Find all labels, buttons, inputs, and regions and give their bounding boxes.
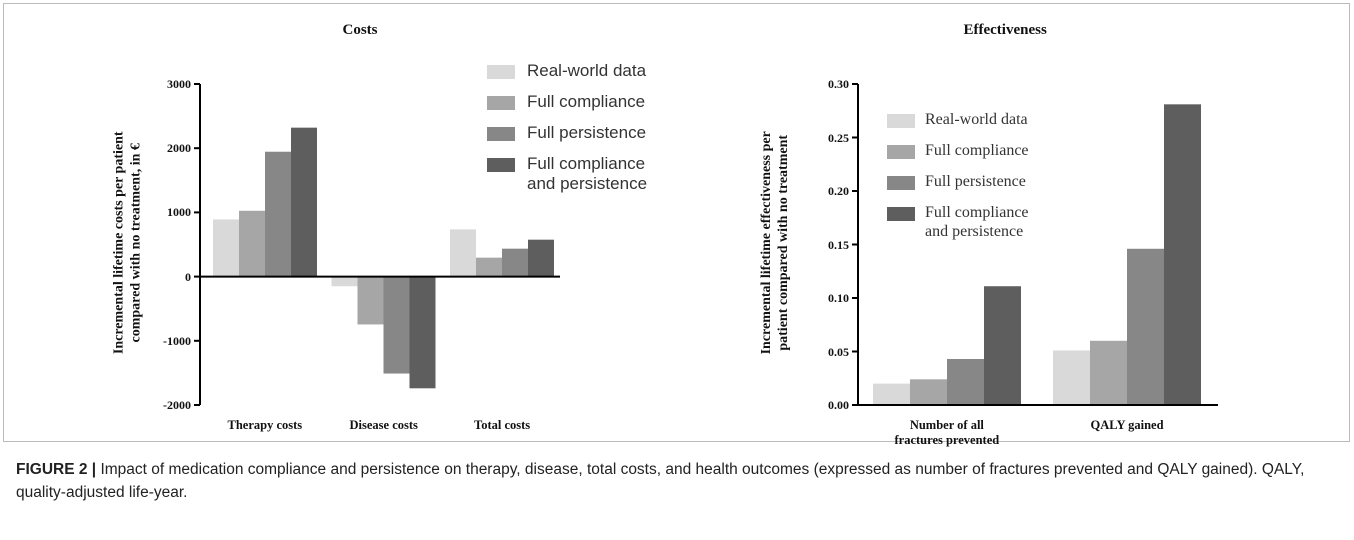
legend-label: Full persistence [925, 173, 1026, 190]
chart-title: Effectiveness [963, 22, 1047, 38]
caption-label: FIGURE 2 | [16, 461, 97, 478]
legend-swatch [487, 65, 515, 79]
y-tick-label: 1000 [167, 205, 191, 220]
chart-title: Costs [342, 22, 378, 38]
legend-label: Real-world data [925, 111, 1028, 128]
bar [1127, 248, 1164, 405]
bar [291, 127, 317, 277]
y-axis-title: Incremental lifetime effectiveness per p… [758, 131, 791, 355]
bar [910, 379, 947, 405]
y-tick-label: 0.30 [828, 77, 849, 91]
y-tick-label: 2000 [167, 141, 191, 156]
y-tick-label: 3000 [167, 77, 191, 91]
caption: FIGURE 2 | Impact of medication complian… [16, 458, 1336, 505]
bar [947, 358, 984, 405]
bar [409, 276, 436, 389]
y-tick-label: 0.05 [828, 344, 849, 359]
bar [873, 383, 910, 405]
y-tick-label: 0 [185, 269, 191, 284]
legend-label: Full compliance and persistence [925, 204, 1029, 241]
x-tick-label: Therapy costs [227, 418, 303, 432]
x-tick-label: Number of all fractures prevented [894, 418, 1000, 447]
legend-swatch [487, 158, 515, 172]
legend-swatch [887, 176, 915, 190]
y-tick-label: 0.10 [828, 291, 849, 305]
bar [528, 239, 554, 277]
legend-swatch [887, 145, 915, 159]
legend-label: Full persistence [527, 123, 647, 142]
x-tick-label: QALY gained [1090, 418, 1164, 432]
y-tick-label: 0.15 [828, 237, 849, 252]
legend-swatch [887, 114, 915, 128]
legend-label: Full compliance [925, 142, 1029, 159]
bar [984, 286, 1021, 405]
legend-swatch [887, 207, 915, 221]
x-tick-label: Total costs [474, 418, 531, 432]
bar [1053, 350, 1090, 405]
legend-label: Full compliance [527, 92, 646, 111]
legend-swatch [487, 96, 515, 110]
bar [265, 151, 291, 277]
caption-text: Impact of medication compliance and pers… [16, 461, 1305, 502]
legend-label: Real-world data [527, 61, 647, 80]
bar [476, 257, 502, 277]
x-tick-label: Disease costs [349, 418, 418, 432]
legend-label: Full compliance and persistence [527, 154, 648, 194]
legend-swatch [487, 127, 515, 141]
bar [502, 248, 528, 277]
bar [1164, 104, 1201, 405]
bar [1090, 340, 1127, 405]
bar [213, 219, 239, 277]
bar [383, 276, 410, 374]
y-tick-label: -1000 [163, 333, 191, 348]
y-tick-label: -2000 [163, 398, 191, 412]
y-tick-label: 0.20 [828, 184, 849, 198]
bar [331, 276, 358, 287]
y-tick-label: 0.00 [828, 398, 849, 412]
bar [239, 210, 265, 277]
figure-frame [3, 3, 1350, 442]
bar [450, 229, 476, 277]
y-tick-label: 0.25 [828, 130, 849, 145]
bar [357, 276, 384, 325]
y-axis-title: Incremental lifetime costs per patient c… [111, 131, 143, 355]
